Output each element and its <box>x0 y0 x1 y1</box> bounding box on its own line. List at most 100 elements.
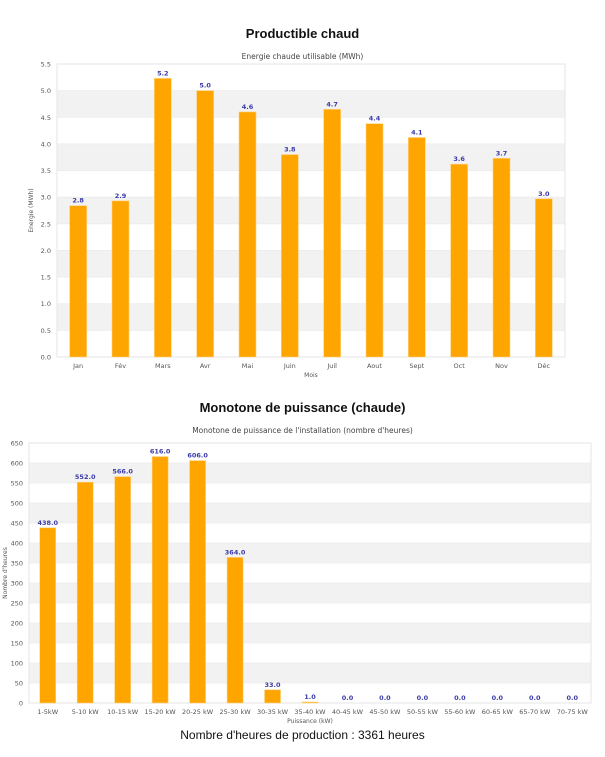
x-tick-label: 1-5kW <box>37 708 58 716</box>
grid-band <box>57 250 565 278</box>
data-label: 438.0 <box>37 519 58 527</box>
bar <box>114 476 131 704</box>
y-tick-label: 300 <box>11 580 23 588</box>
x-tick-label: Mars <box>155 362 171 370</box>
y-tick-label: 200 <box>11 620 23 628</box>
y-tick-label: 400 <box>11 540 23 548</box>
bar <box>76 481 94 704</box>
bar <box>69 205 87 358</box>
y-tick-label: 1.5 <box>41 274 51 282</box>
data-label: 3.6 <box>453 155 465 163</box>
data-label: 4.7 <box>326 100 338 108</box>
chart1-subtitle: Energie chaude utilisable (MWh) <box>241 52 364 61</box>
x-tick-label: 45-50 kW <box>369 708 401 716</box>
data-label: 3.0 <box>538 190 550 198</box>
bar <box>492 157 511 358</box>
data-label: 0.0 <box>417 694 429 702</box>
y-tick-label: 2.0 <box>41 247 51 255</box>
x-tick-label: Aout <box>367 362 382 370</box>
y-tick-label: 100 <box>11 660 23 668</box>
y-tick-label: 150 <box>11 640 23 648</box>
y-tick-label: 350 <box>11 560 23 568</box>
chart1-title: Productible chaud <box>245 26 360 41</box>
y-axis-title: Energie (MWh) <box>28 188 35 232</box>
y-tick-label: 5.5 <box>41 61 51 69</box>
x-tick-label: 35-40 kW <box>294 708 326 716</box>
bar <box>264 689 281 704</box>
bar <box>189 460 206 704</box>
y-tick-label: 4.0 <box>41 140 51 148</box>
y-tick-label: 650 <box>11 440 23 448</box>
grid-band <box>29 543 591 563</box>
grid-band <box>57 303 565 331</box>
bar <box>365 123 384 358</box>
x-tick-label: Mai <box>242 362 254 370</box>
grid-band <box>29 463 591 483</box>
y-tick-label: 550 <box>11 480 23 488</box>
bar <box>196 90 214 358</box>
y-tick-label: 600 <box>11 460 23 468</box>
y-tick-label: 1.0 <box>41 300 51 308</box>
x-tick-label: Nov <box>495 362 508 370</box>
data-label: 0.0 <box>492 694 504 702</box>
y-tick-label: 5.0 <box>41 87 51 95</box>
x-axis-title: Puissance (kW) <box>287 718 333 725</box>
y-axis-title: Nombre d'heures <box>2 547 9 599</box>
data-label: 566.0 <box>112 468 133 476</box>
x-tick-label: 70-75 kW <box>557 708 589 716</box>
x-tick-label: Sept <box>409 362 424 370</box>
y-tick-label: 0.0 <box>41 354 51 362</box>
chart2-subtitle: Monotone de puissance de l'installation … <box>192 426 413 435</box>
x-tick-label: 65-70 kW <box>519 708 551 716</box>
data-label: 3.8 <box>284 146 296 154</box>
data-label: 0.0 <box>529 694 541 702</box>
x-tick-label: 30-35 kW <box>257 708 289 716</box>
x-tick-label: 40-45 kW <box>332 708 364 716</box>
x-tick-label: Avr <box>200 362 211 370</box>
y-tick-label: 450 <box>11 520 23 528</box>
y-tick-label: 4.5 <box>41 114 51 122</box>
data-label: 0.0 <box>454 694 466 702</box>
data-label: 2.9 <box>115 192 127 200</box>
grid-band <box>57 90 565 118</box>
x-tick-label: 25-30 kW <box>219 708 251 716</box>
bar <box>323 108 341 358</box>
x-tick-label: 50-55 kW <box>407 708 439 716</box>
data-label: 33.0 <box>265 681 282 689</box>
bar <box>39 527 57 704</box>
data-label: 606.0 <box>187 452 208 460</box>
x-tick-label: Oct <box>454 362 466 370</box>
y-tick-label: 500 <box>11 500 23 508</box>
data-label: 5.2 <box>157 69 169 77</box>
grid-band <box>29 503 591 523</box>
bar <box>154 78 172 358</box>
y-tick-label: 50 <box>15 680 23 688</box>
bar <box>151 456 169 704</box>
y-tick-label: 250 <box>11 600 23 608</box>
y-tick-label: 3.0 <box>41 194 51 202</box>
plot-frame <box>56 63 566 358</box>
bar <box>111 200 130 358</box>
data-label: 0.0 <box>567 694 579 702</box>
data-label: 1.0 <box>304 693 316 701</box>
chart2-title: Monotone de puissance (chaude) <box>199 400 406 415</box>
x-tick-label: 15-20 kW <box>145 708 177 716</box>
grid-band <box>29 623 591 643</box>
bar <box>238 111 257 358</box>
data-label: 0.0 <box>342 694 354 702</box>
y-tick-label: 3.5 <box>41 167 51 175</box>
x-tick-label: Jan <box>72 362 83 370</box>
grid-band <box>57 143 565 171</box>
x-tick-label: 60-65 kW <box>482 708 514 716</box>
y-tick-label: 2.5 <box>41 220 51 228</box>
bar <box>281 154 299 358</box>
data-label: 616.0 <box>150 448 171 456</box>
x-axis-title: Mois <box>304 372 318 379</box>
data-label: 3.7 <box>496 149 508 157</box>
data-label: 2.8 <box>72 197 84 205</box>
x-tick-label: 10-15 kW <box>107 708 139 716</box>
x-tick-label: Juil <box>326 362 337 370</box>
bar <box>301 701 319 704</box>
x-tick-label: Juin <box>283 362 296 370</box>
